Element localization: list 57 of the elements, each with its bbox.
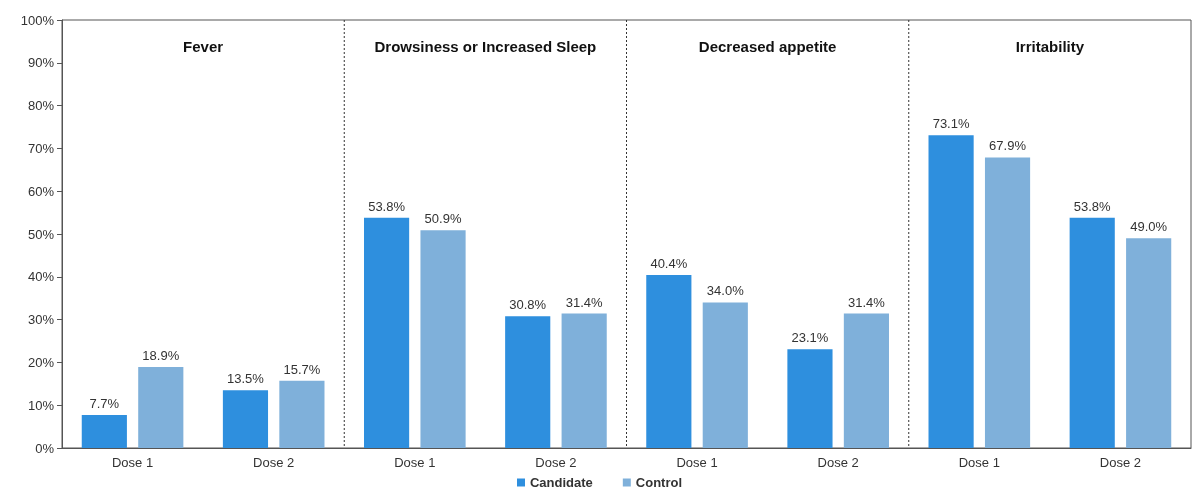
data-label: 49.0% <box>1130 219 1168 235</box>
data-label: 40.4% <box>650 256 688 272</box>
bar <box>420 230 466 448</box>
data-label: 30.8% <box>509 297 547 313</box>
y-tick-label: 50% <box>27 226 55 242</box>
y-tick-label: 80% <box>27 98 55 114</box>
y-tick-label: 70% <box>27 140 55 156</box>
data-label: 31.4% <box>847 294 886 310</box>
y-tick-label: 20% <box>27 354 55 370</box>
bar <box>843 313 889 448</box>
x-tick-label: Dose 1 <box>676 455 718 470</box>
bar <box>1126 238 1172 448</box>
legend-label: Control <box>635 475 683 490</box>
bar <box>222 390 269 448</box>
bar <box>81 415 127 448</box>
data-label: 53.8% <box>368 198 406 214</box>
annotation: Drowsiness or Increased Sleep <box>374 37 597 55</box>
x-tick-label: Dose 1 <box>111 455 154 470</box>
bar <box>928 135 974 448</box>
data-label: 53.8% <box>1073 198 1112 214</box>
data-label: 15.7% <box>283 361 321 377</box>
data-label: 67.9% <box>989 138 1027 154</box>
data-label: 73.1% <box>932 116 970 132</box>
bar <box>138 367 184 448</box>
y-tick-label: 40% <box>27 269 55 285</box>
y-tick-label: 100% <box>20 12 55 28</box>
y-tick-label: 90% <box>27 55 55 71</box>
x-tick-label: Dose 1 <box>394 455 436 470</box>
y-tick-label: 30% <box>27 312 55 328</box>
y-tick-label: 0% <box>35 440 55 456</box>
annotation: Irritability <box>1015 37 1085 55</box>
bar <box>279 380 325 448</box>
x-tick-label: Dose 2 <box>253 455 295 470</box>
x-tick-label: Dose 1 <box>958 455 1000 470</box>
bar <box>505 316 551 448</box>
legend-label: Candidate <box>529 475 593 490</box>
bar <box>1069 217 1115 448</box>
y-tick-label: 10% <box>27 397 55 413</box>
data-label: 13.5% <box>227 371 265 387</box>
bar <box>984 157 1031 448</box>
data-label: 34.0% <box>706 283 745 299</box>
data-label: 23.1% <box>791 330 829 346</box>
bar <box>787 349 833 448</box>
data-label: 50.9% <box>424 211 462 227</box>
x-tick-label: Dose 2 <box>535 455 577 470</box>
data-label: 7.7% <box>89 396 120 412</box>
bar <box>561 313 607 448</box>
data-label: 18.9% <box>142 348 180 364</box>
bar <box>702 302 748 448</box>
x-tick-label: Dose 2 <box>817 455 859 470</box>
annotation: Fever <box>183 37 224 55</box>
x-tick-label: Dose 2 <box>1099 455 1142 470</box>
bar <box>364 217 410 448</box>
annotation: Decreased appetite <box>698 37 837 55</box>
y-tick-label: 60% <box>27 183 55 199</box>
bar <box>646 275 692 448</box>
data-label: 31.4% <box>565 294 604 310</box>
